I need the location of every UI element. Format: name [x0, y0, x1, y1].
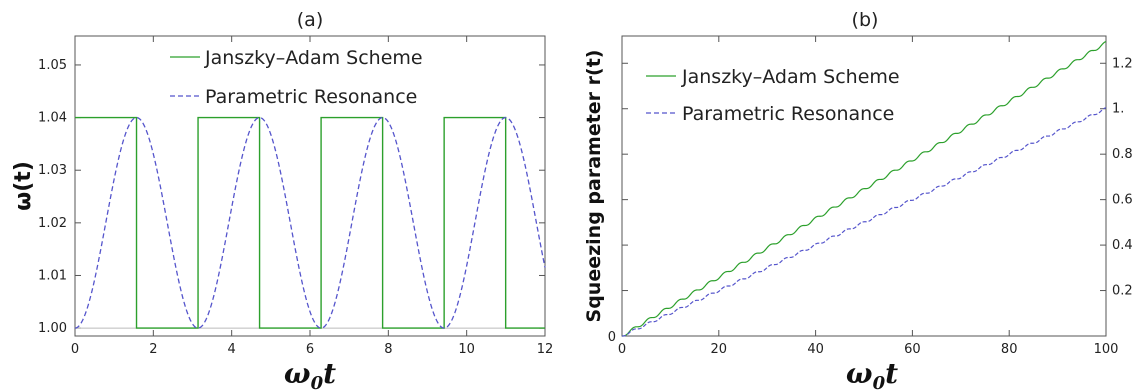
y-tick-label: 1.2 [1112, 56, 1133, 71]
panel-b-origin-label: 0 [608, 330, 616, 345]
panel-b-label: (b) [852, 9, 879, 31]
series-parametric-resonance [74, 116, 546, 329]
y-tick-label: 1.01 [38, 268, 67, 283]
x-tick-label: 0 [618, 342, 626, 357]
panel-b-x-axis-label: ω0t [846, 357, 898, 392]
legend-label-parametric: Parametric Resonance [205, 86, 417, 108]
series-parametric-resonance [622, 107, 1107, 337]
panel-a: (a) 0 2 4 6 8 10 12 1.00 1.01 1.02 1.03 1.04 1.05 J… [11, 9, 553, 392]
panel-b: (b) 0 20 40 60 80 100 0.2 0.4 0.6 0.8 1. 1.2 0 Jan… [583, 9, 1133, 392]
series-janszky-adam [622, 40, 1107, 337]
panel-a-label: (a) [297, 9, 323, 31]
y-tick-label: 1.03 [38, 163, 67, 178]
y-tick-label: 1.00 [38, 321, 67, 336]
panel-a-legend: Janszky–Adam Scheme Parametric Resonance [170, 47, 423, 108]
legend-label-janszky: Janszky–Adam Scheme [204, 47, 423, 69]
x-tick-label: 80 [1001, 342, 1018, 357]
panel-a-x-ticks: 0 2 4 6 8 10 12 [71, 36, 553, 357]
panel-a-y-axis-label: ω(t) [11, 161, 36, 211]
y-tick-label: 1. [1112, 102, 1124, 117]
panel-b-x-ticks: 0 20 40 60 80 100 [618, 36, 1119, 357]
x-tick-label: 20 [711, 342, 728, 357]
x-tick-label: 2 [149, 342, 157, 357]
x-tick-label: 4 [228, 342, 236, 357]
series-janszky-adam [75, 116, 545, 329]
x-tick-label: 40 [807, 342, 824, 357]
x-tick-label: 60 [904, 342, 921, 357]
y-tick-label: 0.6 [1112, 193, 1133, 208]
y-tick-label: 1.05 [38, 58, 67, 73]
panel-a-frame [74, 35, 546, 337]
legend-label-janszky: Janszky–Adam Scheme [681, 66, 900, 88]
panel-a-y-ticks: 1.00 1.01 1.02 1.03 1.04 1.05 [38, 58, 545, 336]
x-tick-label: 10 [458, 342, 475, 357]
x-tick-label: 12 [537, 342, 554, 357]
panel-b-legend: Janszky–Adam Scheme Parametric Resonance [646, 66, 900, 125]
y-tick-label: 0.4 [1112, 238, 1133, 253]
y-tick-label: 0.2 [1112, 284, 1133, 299]
y-tick-label: 1.04 [38, 111, 67, 126]
legend-label-parametric: Parametric Resonance [682, 103, 894, 125]
panel-b-y-axis-label: Squeezing parameter r(t) [583, 50, 605, 323]
x-tick-label: 100 [1094, 342, 1119, 357]
panel-a-series [74, 116, 546, 329]
y-tick-label: 0.8 [1112, 147, 1133, 162]
y-tick-label: 1.02 [38, 216, 67, 231]
x-tick-label: 6 [306, 342, 314, 357]
x-tick-label: 8 [384, 342, 392, 357]
panel-b-y-ticks: 0.2 0.4 0.6 0.8 1. 1.2 [622, 56, 1133, 299]
panel-b-series [622, 40, 1107, 337]
x-tick-label: 0 [71, 342, 79, 357]
panel-b-frame [621, 35, 1107, 337]
panel-a-x-axis-label: ω0t [284, 357, 336, 392]
